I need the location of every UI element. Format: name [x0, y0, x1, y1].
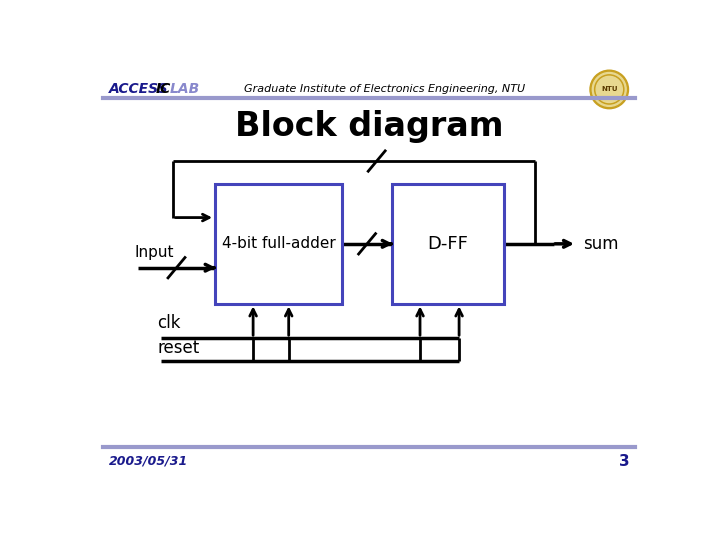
- Text: ACCESS: ACCESS: [109, 83, 168, 97]
- Text: clk: clk: [157, 314, 181, 332]
- Text: IC: IC: [156, 83, 171, 97]
- Circle shape: [593, 72, 626, 106]
- Text: reset: reset: [157, 340, 199, 357]
- Text: D-FF: D-FF: [428, 235, 469, 253]
- Text: Input: Input: [134, 245, 174, 260]
- Circle shape: [590, 70, 629, 109]
- Bar: [215, 184, 342, 303]
- Circle shape: [596, 76, 622, 103]
- Text: Graduate Institute of Electronics Engineering, NTU: Graduate Institute of Electronics Engine…: [244, 84, 525, 94]
- Bar: [392, 184, 504, 303]
- Circle shape: [595, 75, 624, 104]
- Text: LAB: LAB: [170, 83, 200, 97]
- Text: NTU: NTU: [601, 86, 618, 92]
- Text: 3: 3: [618, 454, 629, 469]
- Text: Block diagram: Block diagram: [235, 110, 503, 143]
- Text: 4-bit full-adder: 4-bit full-adder: [222, 237, 336, 251]
- Text: 2003/05/31: 2003/05/31: [109, 455, 188, 468]
- Text: sum: sum: [583, 235, 618, 253]
